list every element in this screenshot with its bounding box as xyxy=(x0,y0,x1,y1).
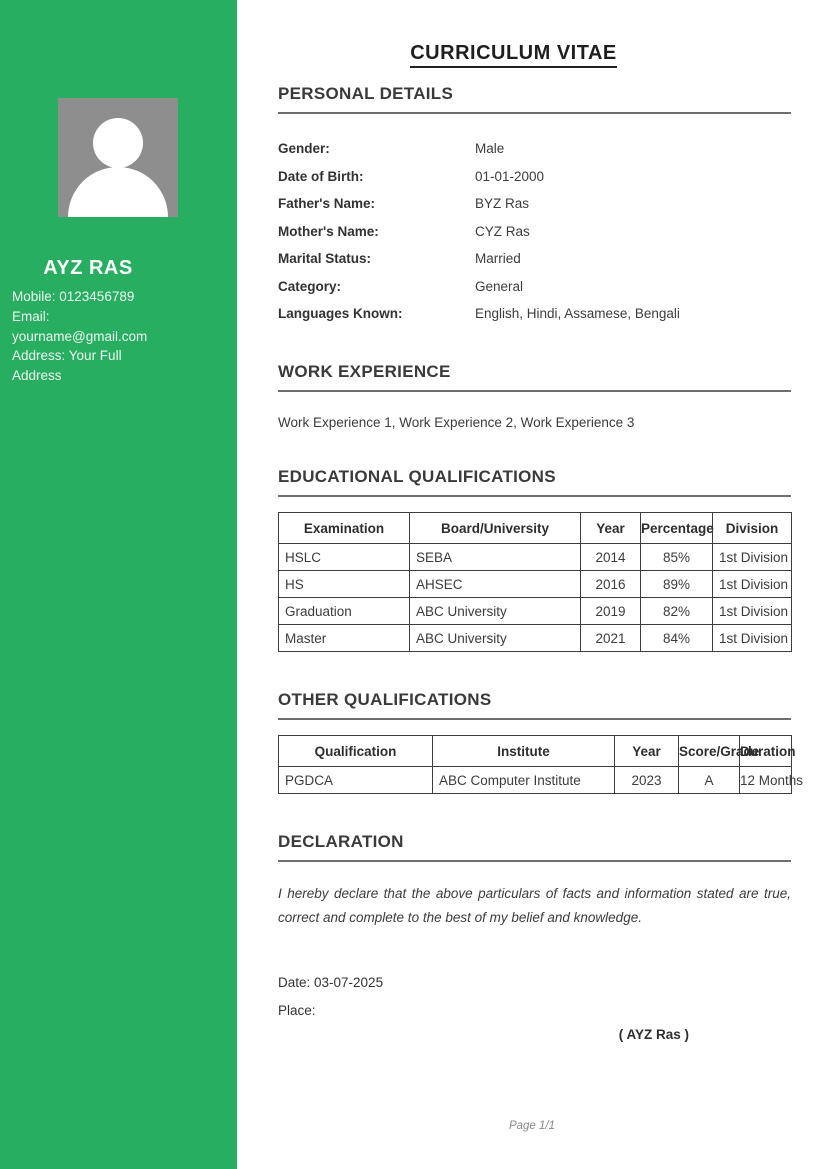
cell-examination: HS xyxy=(278,569,410,598)
cell-division: 1st Division xyxy=(712,596,792,625)
field-value: Married xyxy=(475,251,521,267)
cell-division: 1st Division xyxy=(712,542,792,571)
personal-row: Mother's Name: CYZ Ras xyxy=(278,218,791,246)
field-label: Date of Birth: xyxy=(278,168,364,184)
main-content: CURRICULUM VITAE PERSONAL DETAILS Gender… xyxy=(237,0,827,1169)
profile-photo-placeholder xyxy=(58,98,178,217)
cell-score: A xyxy=(678,765,740,794)
contact-line-email-label: Email: xyxy=(12,308,50,324)
personal-row: Marital Status: Married xyxy=(278,245,791,273)
cell-division: 1st Division xyxy=(712,623,792,652)
education-table: Examination Board/University Year Percen… xyxy=(278,511,792,652)
contact-line-address-1: Address: Your Full xyxy=(12,348,122,364)
table-row: HS AHSEC 2016 89% 1st Division xyxy=(278,569,792,598)
cell-board: ABC University xyxy=(409,623,581,652)
field-value: CYZ Ras xyxy=(475,223,530,239)
table-row: Graduation ABC University 2019 82% 1st D… xyxy=(278,596,792,625)
contact-line-email: yourname@gmail.com xyxy=(12,328,148,344)
field-value: BYZ Ras xyxy=(475,196,530,212)
field-value: English, Hindi, Assamese, Bengali xyxy=(475,306,680,322)
cell-percentage: 85% xyxy=(640,542,713,571)
cell-board: ABC University xyxy=(409,596,581,625)
column-header: Year xyxy=(614,734,679,767)
declaration-place: Place: xyxy=(278,1002,316,1018)
other-header-row: Qualification Institute Year Score/Grade… xyxy=(278,734,796,767)
cell-duration: 12 Months xyxy=(739,765,803,794)
column-header: Duration xyxy=(739,734,796,767)
other-qualifications-table: Qualification Institute Year Score/Grade… xyxy=(278,734,803,794)
column-header: Division xyxy=(712,511,792,544)
field-label: Gender: xyxy=(278,141,330,157)
field-label: Marital Status: xyxy=(278,251,372,267)
cell-year: 2021 xyxy=(580,623,641,652)
person-icon xyxy=(68,118,168,217)
sidebar: AYZ RAS Mobile: 0123456789 Email: yourna… xyxy=(0,0,237,1169)
field-label: Languages Known: xyxy=(278,306,403,322)
field-value: 01-01-2000 xyxy=(475,168,545,184)
cell-examination: Graduation xyxy=(278,596,410,625)
field-value: General xyxy=(475,278,524,294)
cell-qualification: PGDCA xyxy=(278,765,433,794)
column-header: Examination xyxy=(278,511,410,544)
column-header: Score/Grade xyxy=(678,734,759,767)
heading-educational-qualifications: EDUCATIONAL QUALIFICATIONS xyxy=(278,467,791,497)
heading-work-experience: WORK EXPERIENCE xyxy=(278,362,791,392)
declaration-date: Date: 03-07-2025 xyxy=(278,974,384,990)
cell-board: SEBA xyxy=(409,542,581,571)
page-footer: Page 1/1 xyxy=(508,1120,556,1132)
column-header: Institute xyxy=(432,734,615,767)
title-wrap: CURRICULUM VITAE xyxy=(278,42,749,68)
field-value: Male xyxy=(475,141,505,157)
page-title: CURRICULUM VITAE xyxy=(410,42,617,68)
table-row: Master ABC University 2021 84% 1st Divis… xyxy=(278,623,792,652)
personal-row: Languages Known: English, Hindi, Assames… xyxy=(278,300,791,328)
personal-details-list: Gender: Male Date of Birth: 01-01-2000 F… xyxy=(278,135,791,328)
field-label: Father's Name: xyxy=(278,196,375,212)
cell-percentage: 89% xyxy=(640,569,713,598)
work-experience-text: Work Experience 1, Work Experience 2, Wo… xyxy=(278,414,635,430)
cell-examination: Master xyxy=(278,623,410,652)
cell-examination: HSLC xyxy=(278,542,410,571)
table-row: PGDCA ABC Computer Institute 2023 A 12 M… xyxy=(278,765,803,794)
heading-declaration: DECLARATION xyxy=(278,832,791,862)
cell-year: 2023 xyxy=(614,765,679,794)
personal-row: Gender: Male xyxy=(278,135,791,163)
field-label: Category: xyxy=(278,278,342,294)
cell-division: 1st Division xyxy=(712,569,792,598)
personal-row: Date of Birth: 01-01-2000 xyxy=(278,163,791,191)
cell-institute: ABC Computer Institute xyxy=(432,765,615,794)
declaration-text: I hereby declare that the above particul… xyxy=(278,885,791,926)
cell-year: 2016 xyxy=(580,569,641,598)
cell-percentage: 82% xyxy=(640,596,713,625)
cell-percentage: 84% xyxy=(640,623,713,652)
column-header: Qualification xyxy=(278,734,433,767)
candidate-name: AYZ RAS xyxy=(43,257,133,279)
column-header: Year xyxy=(580,511,641,544)
heading-personal-details: PERSONAL DETAILS xyxy=(278,84,791,114)
personal-row: Category: General xyxy=(278,273,791,301)
contact-line-address-2: Address xyxy=(12,368,62,384)
heading-other-qualifications: OTHER QUALIFICATIONS xyxy=(278,690,791,720)
personal-row: Father's Name: BYZ Ras xyxy=(278,190,791,218)
education-header-row: Examination Board/University Year Percen… xyxy=(278,511,792,544)
cell-board: AHSEC xyxy=(409,569,581,598)
column-header: Percentage xyxy=(640,511,714,544)
contact-block: Mobile: 0123456789 Email: yourname@gmail… xyxy=(12,287,227,386)
table-row: HSLC SEBA 2014 85% 1st Division xyxy=(278,542,792,571)
field-label: Mother's Name: xyxy=(278,223,379,239)
cell-year: 2019 xyxy=(580,596,641,625)
cell-year: 2014 xyxy=(580,542,641,571)
contact-line-mobile: Mobile: 0123456789 xyxy=(12,289,135,304)
column-header: Board/University xyxy=(409,511,581,544)
signature-name: ( AYZ Ras ) xyxy=(618,1026,689,1042)
